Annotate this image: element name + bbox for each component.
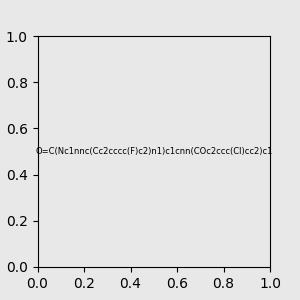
Text: O=C(Nc1nnc(Cc2cccc(F)c2)n1)c1cnn(COc2ccc(Cl)cc2)c1: O=C(Nc1nnc(Cc2cccc(F)c2)n1)c1cnn(COc2ccc… [35, 147, 272, 156]
